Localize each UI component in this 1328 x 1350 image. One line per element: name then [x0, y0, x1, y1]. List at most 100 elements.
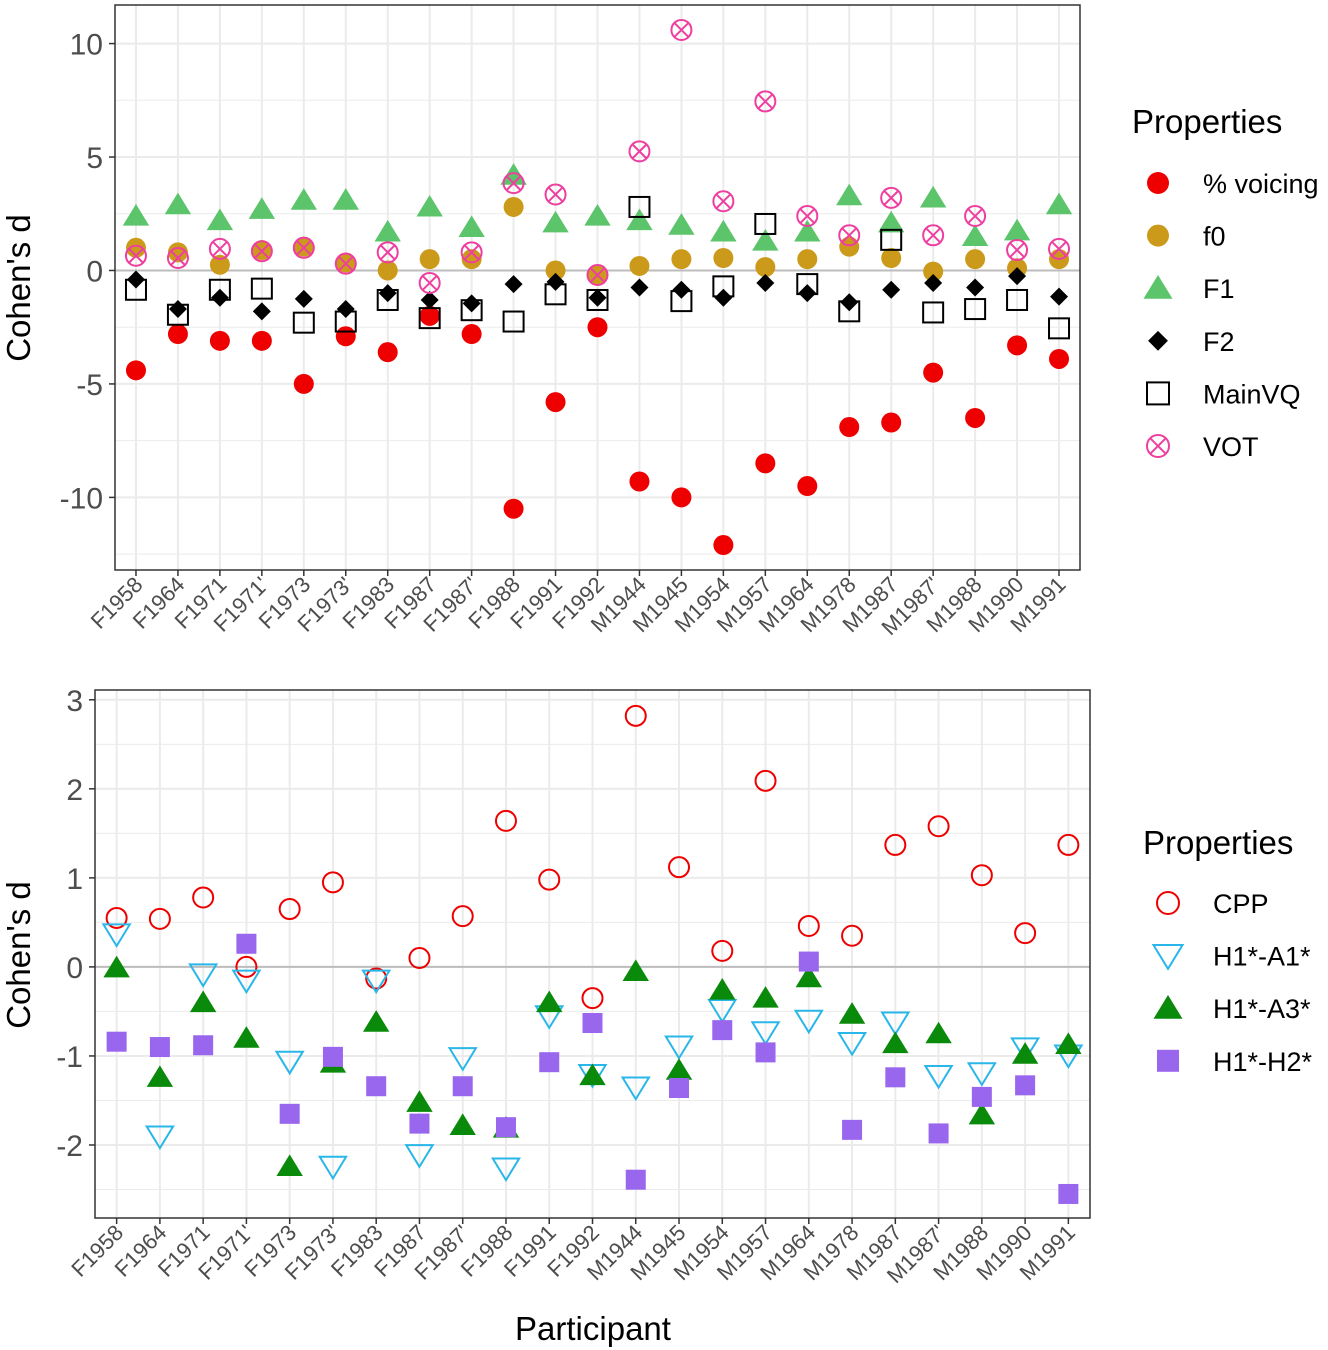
data-point: [707, 999, 738, 1024]
data-point: [336, 300, 355, 319]
legend-item: F2: [1148, 327, 1235, 357]
data-point: [628, 140, 651, 163]
data-point: [672, 280, 691, 299]
data-point: [365, 967, 388, 990]
data-point: [458, 215, 485, 237]
data-point: [279, 1103, 300, 1124]
legend-item: H1*-A3*: [1153, 994, 1311, 1024]
data-point: [332, 188, 359, 210]
data-point: [542, 210, 569, 233]
data-point: [581, 987, 604, 1010]
data-point: [922, 224, 945, 247]
legend-label: VOT: [1203, 432, 1259, 462]
data-point: [209, 254, 230, 275]
data-point: [451, 905, 474, 928]
data-point: [418, 307, 441, 330]
data-point: [1006, 288, 1029, 311]
data-point: [882, 280, 901, 299]
data-point: [755, 257, 776, 278]
data-point: [880, 1011, 911, 1037]
data-point: [378, 284, 397, 303]
data-point: [1003, 218, 1031, 241]
data-point: [250, 277, 273, 300]
data-point: [1008, 267, 1027, 286]
data-point: [101, 923, 132, 948]
data-point: [1057, 833, 1080, 856]
data-point: [839, 236, 860, 257]
data-point: [624, 704, 647, 727]
data-point: [1014, 922, 1037, 945]
data-point: [290, 188, 318, 210]
data-point: [546, 272, 565, 291]
data-point: [838, 224, 861, 247]
data-point: [276, 1154, 303, 1176]
data-point: [754, 769, 777, 792]
data-point: [1048, 317, 1071, 340]
data-point: [250, 240, 273, 263]
data-point: [494, 809, 517, 832]
data-point: [334, 252, 357, 275]
data-point: [625, 1169, 646, 1190]
data-point: [208, 237, 231, 260]
data-point: [462, 294, 481, 313]
data-point: [124, 278, 147, 301]
data-point: [148, 907, 171, 930]
data-point: [544, 183, 567, 206]
data-point: [711, 939, 734, 962]
data-point: [924, 273, 943, 292]
data-point: [231, 969, 262, 995]
legend-label: MainVQ: [1203, 379, 1301, 409]
legend-label: F2: [1203, 327, 1235, 357]
data-point: [408, 947, 431, 970]
data-point: [416, 194, 443, 217]
data-point: [754, 90, 777, 113]
data-point: [793, 1009, 824, 1035]
data-point: [755, 453, 776, 474]
y-tick-label: -5: [76, 369, 103, 402]
legend-label: f0: [1203, 222, 1226, 252]
data-point: [579, 1063, 606, 1086]
data-point: [966, 1062, 997, 1087]
legend-symbol: [1147, 172, 1169, 194]
data-point: [322, 1046, 343, 1067]
data-point: [1007, 335, 1028, 356]
data-point: [622, 959, 649, 981]
data-point: [233, 1026, 260, 1048]
data-point: [923, 362, 944, 383]
data-point: [366, 1076, 387, 1097]
series-h1-a3-: [103, 955, 1082, 1176]
data-point: [795, 965, 823, 988]
data-point: [668, 856, 691, 879]
data-point: [144, 1125, 175, 1151]
data-point: [586, 264, 609, 287]
data-point: [839, 417, 860, 438]
data-point: [965, 407, 986, 428]
data-point: [961, 224, 989, 247]
series-vot: [124, 18, 1071, 294]
data-point: [797, 249, 818, 270]
legend-symbol: [1146, 434, 1170, 458]
legend-symbol: [1153, 995, 1183, 1019]
data-point: [881, 248, 902, 269]
legend-item: f0: [1147, 222, 1226, 252]
data-point: [1050, 287, 1069, 306]
data-point: [1045, 192, 1073, 215]
data-point: [881, 412, 902, 433]
data-point: [1011, 1042, 1039, 1064]
data-point: [714, 288, 733, 307]
data-point: [797, 476, 818, 497]
data-point: [146, 1065, 174, 1087]
data-point: [362, 1010, 390, 1032]
series-cpp: [105, 704, 1080, 1010]
series-h1-h2-: [106, 933, 1079, 1204]
data-point: [502, 172, 525, 195]
data-point: [842, 1119, 863, 1140]
data-point: [670, 18, 693, 41]
data-point: [587, 317, 608, 338]
data-point: [236, 933, 257, 954]
data-point: [452, 1076, 473, 1097]
data-point: [668, 213, 695, 235]
data-point: [665, 1058, 693, 1080]
data-point: [620, 1076, 651, 1102]
data-point: [923, 261, 944, 282]
